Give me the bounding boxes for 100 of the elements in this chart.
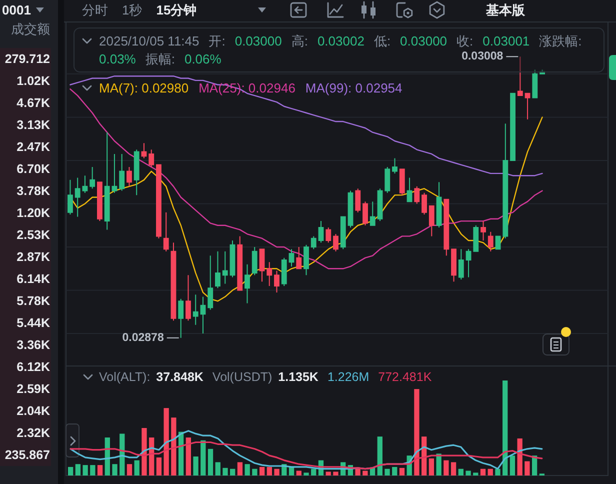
bar — [428, 458, 434, 476]
candlestick — [532, 69, 538, 98]
text: 2.32K — [16, 426, 50, 440]
text: 2.04K — [16, 404, 50, 418]
candlestick — [296, 246, 302, 270]
candlestick — [333, 234, 338, 252]
series-label: MA(99): 0.02954 — [305, 80, 402, 96]
candlestick — [259, 248, 265, 282]
candlestick — [141, 142, 147, 159]
bar — [355, 468, 360, 476]
candlestick — [399, 168, 405, 196]
bar — [524, 461, 530, 476]
candlestick — [215, 250, 220, 289]
bar — [164, 408, 169, 476]
text: 5.44K — [16, 316, 50, 330]
candlestick — [281, 257, 287, 286]
candlestick — [444, 198, 450, 256]
bar — [304, 472, 309, 476]
bar — [384, 468, 390, 476]
bar — [495, 468, 500, 476]
bar — [126, 464, 132, 476]
candlestick — [362, 201, 368, 226]
candlestick — [178, 298, 184, 338]
text: 成交额 — [11, 22, 50, 36]
bar — [458, 468, 464, 476]
bar — [444, 460, 449, 476]
candlestick — [252, 246, 258, 276]
bar — [230, 468, 236, 476]
candlestick — [495, 236, 501, 250]
bar — [326, 472, 331, 476]
candlestick — [458, 248, 464, 280]
candlestick — [74, 177, 80, 218]
candlestick — [119, 153, 125, 192]
candlestick — [451, 248, 456, 282]
candlestick — [406, 177, 412, 202]
bar — [200, 440, 206, 476]
bar — [510, 456, 516, 476]
text: 1.226M — [327, 370, 370, 384]
bar — [488, 468, 493, 476]
bar — [237, 462, 243, 476]
candlestick — [318, 220, 324, 244]
candlestick — [422, 192, 427, 216]
candlestick — [82, 175, 88, 194]
candlestick — [502, 123, 508, 239]
candlestick — [355, 188, 361, 213]
candlestick — [237, 236, 243, 291]
bar — [208, 448, 214, 476]
candlestick — [192, 294, 198, 326]
candlestick — [348, 190, 354, 228]
candlestick — [244, 264, 250, 304]
annotation: 振幅: — [145, 52, 175, 66]
text: 279.712 — [4, 52, 50, 66]
bar — [480, 468, 486, 476]
candlestick — [414, 186, 420, 204]
candlestick — [304, 244, 309, 276]
candlestick — [134, 149, 140, 196]
annotation: 2025/10/05 11:45 — [99, 34, 200, 48]
candlestick — [436, 182, 442, 228]
candlestick — [428, 205, 434, 237]
text: 6.14K — [16, 272, 50, 286]
bar — [414, 389, 420, 476]
bar — [142, 428, 147, 476]
candlestick — [473, 224, 479, 252]
bar — [502, 380, 508, 476]
candlestick — [310, 236, 316, 250]
candlestick — [488, 231, 494, 252]
candlestick — [288, 248, 294, 267]
bar — [450, 462, 456, 476]
annotation: 0.03% — [99, 52, 136, 66]
bar — [311, 468, 316, 476]
bar — [120, 434, 125, 476]
annotation: 开: — [208, 34, 226, 48]
bar — [222, 468, 228, 476]
bar — [244, 464, 250, 476]
annotation: Vol(ALT): — [99, 370, 150, 384]
bar — [215, 462, 220, 476]
bar — [68, 466, 74, 476]
text: 0001 — [2, 2, 31, 18]
candlestick — [540, 69, 545, 74]
candlestick — [208, 255, 214, 310]
text: 1秒 — [122, 2, 142, 18]
candlestick — [524, 92, 530, 120]
candlestick — [384, 166, 390, 194]
bar — [436, 454, 442, 476]
bar — [186, 438, 191, 476]
candlestick — [517, 56, 523, 96]
candlestick — [377, 188, 383, 222]
text: 235.867 — [4, 448, 50, 462]
bar — [193, 456, 198, 476]
annotation: 高: — [291, 34, 308, 48]
bar — [466, 470, 471, 476]
text: 3.78K — [16, 184, 50, 198]
candlestick — [230, 240, 236, 278]
annotation: 1.135K — [278, 370, 318, 384]
text: 分时 — [82, 2, 108, 18]
bar — [82, 465, 88, 476]
candlestick — [104, 132, 110, 230]
annotation: 低: — [374, 34, 391, 48]
candlestick — [68, 179, 73, 216]
text: 2.87K — [16, 250, 50, 264]
